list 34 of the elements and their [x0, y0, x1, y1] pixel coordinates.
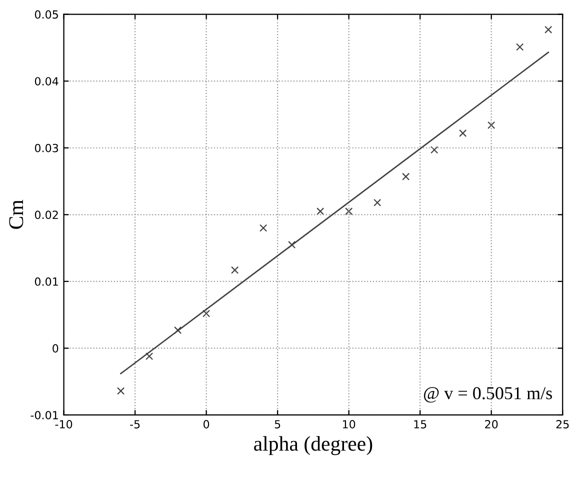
x-tick-label: 10: [342, 420, 356, 428]
y-axis-title: Cm: [9, 200, 24, 229]
point: [116, 387, 125, 395]
point: [145, 352, 154, 360]
point: [231, 266, 239, 274]
point: [288, 240, 296, 249]
x-axis-title: alpha (degree): [254, 436, 372, 456]
y-tick-label: -0.01: [30, 410, 58, 420]
x-tick-label: 15: [414, 420, 426, 428]
point: [402, 172, 410, 180]
y-tick-label: 0.03: [34, 144, 58, 152]
x-tick-label: 25: [556, 420, 569, 428]
point: [316, 208, 324, 216]
x-tick-label: 5: [274, 420, 280, 428]
x-tick-label: 20: [485, 420, 498, 428]
y-tick-label: 0.02: [34, 210, 58, 220]
point: [488, 121, 496, 129]
x-tick-label: 0: [204, 420, 210, 428]
point: [202, 310, 210, 318]
point: [174, 326, 182, 334]
point: [430, 146, 438, 154]
annotation: @ v = 0.5051 m/s: [424, 387, 552, 403]
point: [516, 43, 524, 51]
point: [544, 26, 552, 34]
y-tick-label: 0: [52, 344, 58, 353]
point: [345, 208, 353, 216]
y-tick-label: 0.05: [34, 10, 58, 19]
point: [459, 129, 467, 137]
point: [374, 198, 382, 206]
y-tick-label: 0.04: [34, 77, 58, 86]
x-tick-label: -10: [55, 420, 72, 428]
point: [260, 224, 268, 232]
y-tick-label: 0.01: [34, 277, 58, 286]
x-tick-label: -5: [130, 420, 140, 428]
